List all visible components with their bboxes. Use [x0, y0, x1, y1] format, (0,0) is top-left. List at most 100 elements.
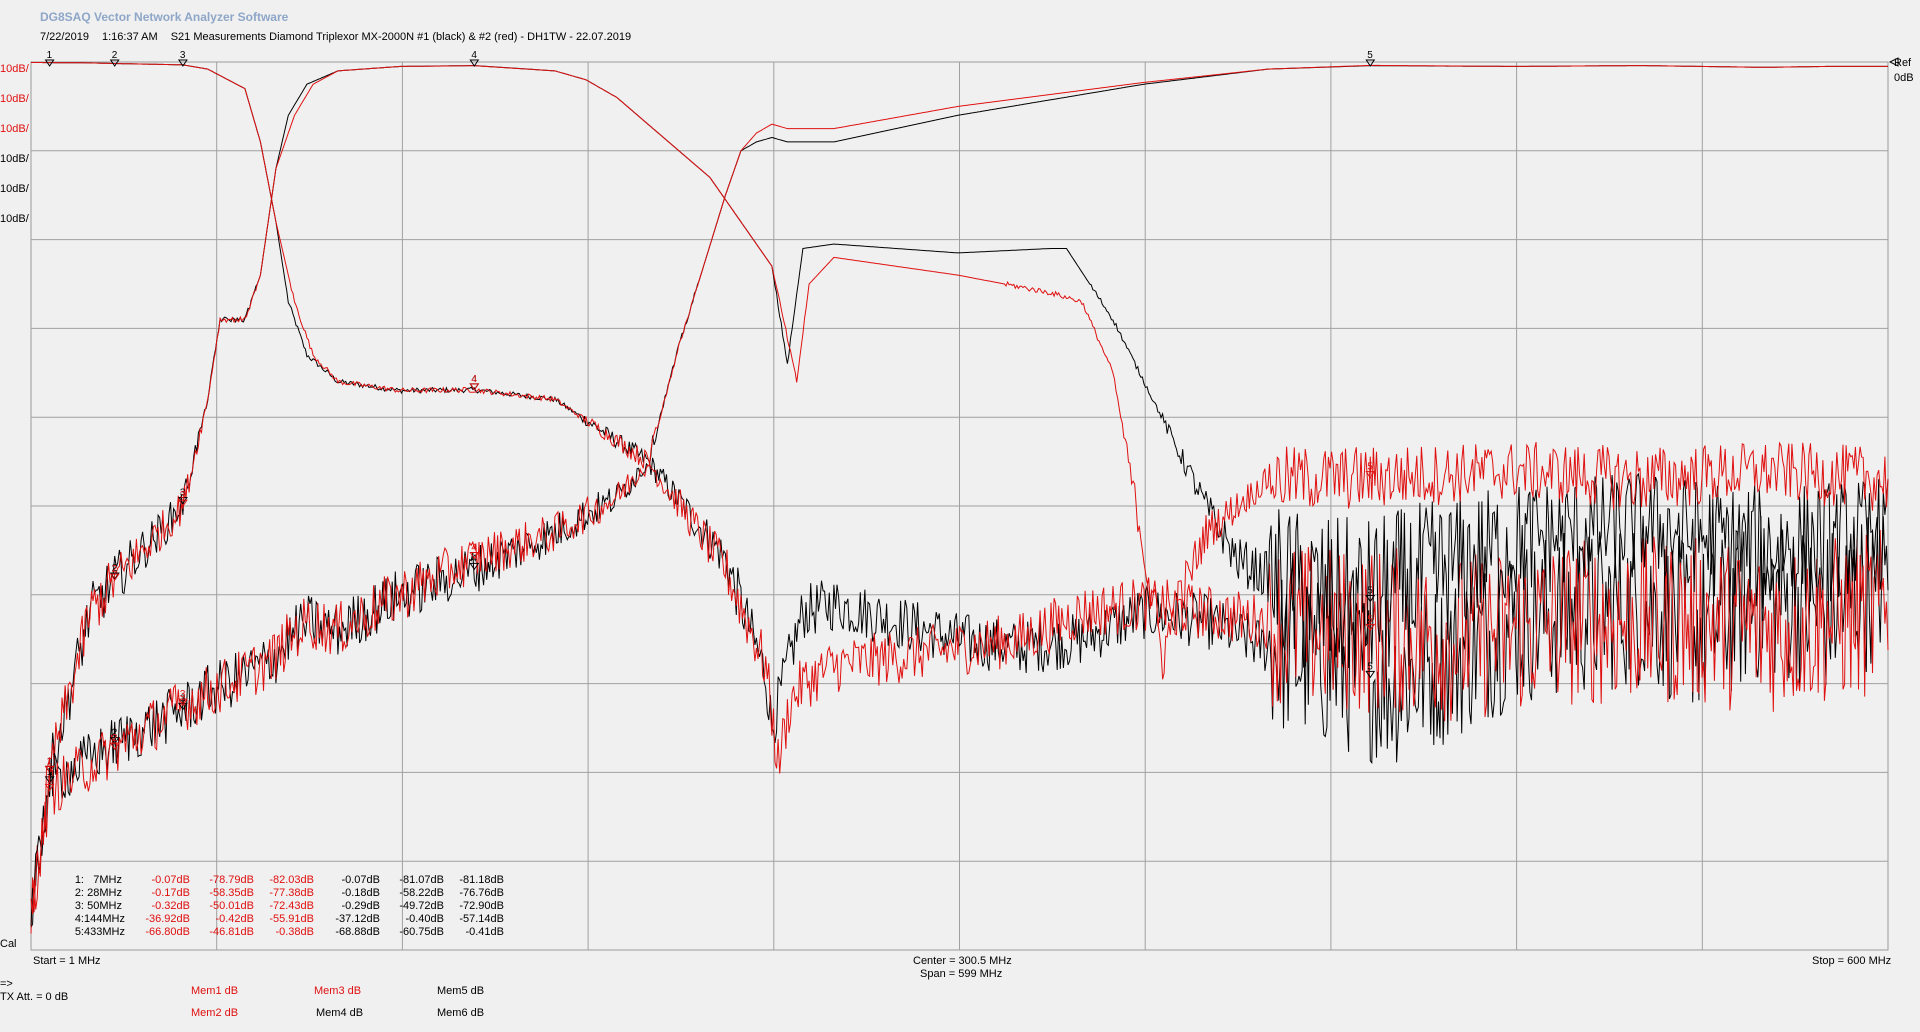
- mem6-button[interactable]: Mem6 dB: [437, 1007, 485, 1019]
- trace-marker-label: 5: [1367, 585, 1373, 596]
- ref-label: Ref 0dB: [1894, 56, 1914, 86]
- marker-row: 4: 144MHz -36.92dB -0.42dB -55.91dB -37.12dB -…: [62, 913, 504, 926]
- scale-label-6: 10dB/: [0, 213, 29, 225]
- scale-label-5: 10dB/: [0, 183, 29, 195]
- scale-label-3: 10dB/: [0, 123, 29, 135]
- marker-value: -0.38dB: [275, 926, 314, 938]
- marker-value: -0.42dB: [215, 913, 254, 925]
- marker-frequency: 433MHz: [84, 926, 125, 938]
- marker-value: -36.92dB: [145, 913, 190, 925]
- freq-span: Span = 599 MHz: [920, 968, 1003, 980]
- trace-marker-label: 2: [112, 728, 118, 739]
- marker-value: -0.41dB: [465, 926, 504, 938]
- marker-tick-label: 2: [112, 50, 118, 61]
- freq-center: Center = 300.5 MHz: [913, 955, 1012, 967]
- marker-row: 1: 7MHz -0.07dB -78.79dB -82.03dB -0.07dB -81.…: [62, 874, 504, 887]
- trace-marker: [44, 783, 55, 792]
- mem5-button[interactable]: Mem5 dB: [437, 985, 485, 997]
- marker-value: -0.40dB: [405, 913, 444, 925]
- header-time: 1:16:37 AM: [102, 31, 158, 43]
- marker-tick-label: 4: [471, 50, 477, 61]
- trace-highpass2: [30, 64, 1888, 915]
- scale-label-1: 10dB/: [0, 63, 29, 75]
- marker-value: -72.43dB: [269, 900, 314, 912]
- trace-marker-label: 1: [47, 767, 53, 778]
- mem4-button[interactable]: Mem4 dB: [316, 1007, 364, 1019]
- trace-marker-label: 5: [1367, 661, 1373, 672]
- marker-value: -60.75dB: [399, 926, 444, 938]
- marker-row: 5: 433MHz -66.80dB -46.81dB -0.38dB -68.88dB -…: [62, 926, 504, 939]
- marker-triangle: [177, 59, 188, 67]
- trace-marker-label: 2: [112, 733, 118, 744]
- marker-value: -78.79dB: [209, 874, 254, 886]
- marker-value: -82.03dB: [269, 874, 314, 886]
- trace-marker-label: 4: [471, 374, 477, 385]
- marker-index: 3:: [74, 900, 84, 912]
- marker-index: 1:: [74, 874, 84, 886]
- marker-value: -81.07dB: [399, 874, 444, 886]
- marker-frequency: 144MHz: [84, 913, 125, 925]
- marker-value: -0.17dB: [151, 887, 190, 899]
- marker-row: 2: 28MHz -0.17dB -58.35dB -77.38dB -0.18dB -58…: [62, 887, 504, 900]
- mem2-button[interactable]: Mem2 dB: [191, 1007, 239, 1019]
- marker-value: -81.18dB: [459, 874, 504, 886]
- marker-value: -0.07dB: [341, 874, 380, 886]
- trace-marker-label: 4: [471, 542, 477, 553]
- trace-marker: [177, 702, 188, 711]
- trace-highpass: [30, 65, 1889, 934]
- marker-value: -57.14dB: [459, 913, 504, 925]
- trace-marker-label: 2: [112, 564, 118, 575]
- marker-value: -0.18dB: [341, 887, 380, 899]
- marker-triangle: [1365, 59, 1376, 67]
- marker-tick-label: 3: [180, 50, 186, 61]
- trace-marker-label: 3: [180, 488, 186, 499]
- trace-marker: [469, 383, 480, 391]
- measurement-header: 7/22/2019 1:16:37 AM S21 Measurements Di…: [40, 31, 641, 43]
- marker-table: 1: 7MHz -0.07dB -78.79dB -82.03dB -0.07dB -81.…: [62, 874, 504, 939]
- marker-frequency: 28MHz: [87, 887, 122, 899]
- trace-marker-label: 3: [180, 490, 186, 501]
- marker-row: 3: 50MHz -0.32dB -50.01dB -72.43dB -0.29dB -49…: [62, 900, 504, 913]
- status-area: => TX Att. = 0 dB: [0, 978, 68, 1004]
- marker-value: -58.22dB: [399, 887, 444, 899]
- trace-marker-label: 5: [1367, 614, 1373, 625]
- trace-marker: [109, 737, 120, 745]
- trace-marker-label: 5: [1367, 462, 1373, 473]
- marker-index: 5:: [74, 926, 84, 938]
- marker-value: -68.88dB: [335, 926, 380, 938]
- trace-marker: [1365, 623, 1376, 632]
- freq-stop: Stop = 600 MHz: [1812, 955, 1892, 967]
- marker-triangle: [109, 59, 120, 67]
- command-prompt: =>: [0, 978, 13, 990]
- trace-marker: [469, 562, 480, 571]
- mem3-button[interactable]: Mem3 dB: [314, 985, 362, 997]
- trace-marker: [1365, 471, 1376, 479]
- marker-triangle: [469, 59, 480, 67]
- trace-marker: [1365, 594, 1376, 603]
- trace-lowpass: [30, 61, 1889, 774]
- marker-value: -0.29dB: [341, 900, 380, 912]
- marker-frequency: 50MHz: [87, 900, 122, 912]
- marker-triangle: [44, 59, 55, 67]
- trace-marker-label: 1: [47, 756, 53, 767]
- trace-marker: [44, 776, 55, 784]
- app-title: DG8SAQ Vector Network Analyzer Software: [40, 10, 289, 24]
- scale-label-2: 10dB/: [0, 93, 29, 105]
- ref-title: Ref: [1894, 57, 1912, 69]
- marker-value: -58.35dB: [209, 887, 254, 899]
- trace-marker: [109, 572, 120, 580]
- trace-marker: [1365, 670, 1376, 679]
- trace-marker: [177, 698, 188, 707]
- tx-attenuation: TX Att. = 0 dB: [0, 991, 69, 1003]
- trace-marker: [109, 573, 120, 582]
- trace-marker: [177, 499, 188, 507]
- trace-marker: [109, 742, 120, 751]
- mem1-button[interactable]: Mem1 dB: [191, 985, 239, 997]
- trace-marker-label: 3: [180, 689, 186, 700]
- trace-marker-label: 1: [47, 774, 53, 785]
- cal-label: Cal: [0, 938, 17, 950]
- trace-marker-label: 1: [47, 756, 53, 767]
- marker-value: -37.12dB: [335, 913, 380, 925]
- marker-tick-label: 1: [47, 50, 53, 61]
